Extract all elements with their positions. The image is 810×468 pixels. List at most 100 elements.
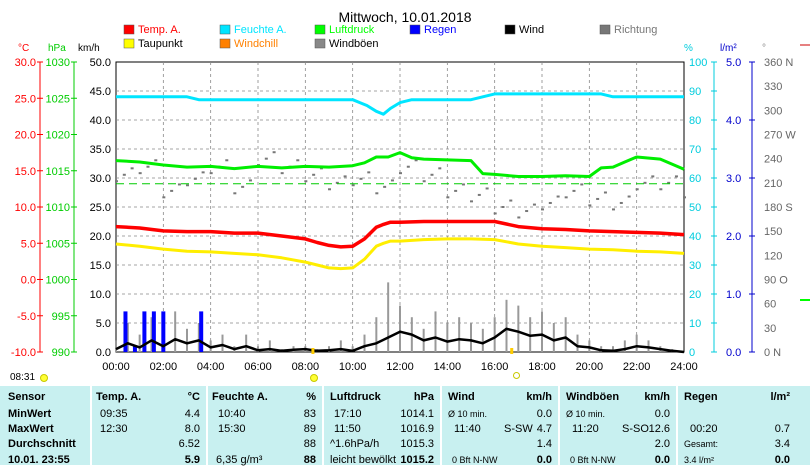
wind-tick-label: 35.0 [90, 144, 111, 156]
rain-max-val: 0.7 [774, 423, 790, 435]
sunrise-marker [311, 348, 315, 354]
pressure-tick-label: 1030 [46, 57, 70, 69]
hdr-temp: Temp. A. [96, 391, 142, 403]
humidity-tick-label: 80 [689, 115, 701, 127]
rain-total-label: Gesamt: [684, 439, 719, 449]
temp-tick-label: 25.0 [15, 93, 36, 105]
direction-tick-label: 120 [764, 250, 782, 262]
direction-tick-label: 240 [764, 154, 782, 166]
legend-swatch [219, 24, 231, 35]
wind-tick-label: 40.0 [90, 115, 111, 127]
direction-point [517, 216, 521, 219]
pressure-min-time: 17:10 [334, 408, 362, 420]
direction-point [572, 189, 576, 192]
rain-bar [161, 311, 166, 352]
pressure-tick-label: 1025 [46, 93, 70, 105]
wind-tick-label: 45.0 [90, 86, 111, 98]
col-rain: Regen l/m² 00:20 0.7 Gesamt: 3.4 3.4 l/m² 0.… [678, 386, 796, 466]
legend-swatch [314, 24, 326, 35]
direction-point [272, 151, 276, 154]
humidity-tick-label: 90 [689, 86, 701, 98]
legend-label: Richtung [614, 24, 657, 36]
chart-marks [115, 92, 686, 354]
legend-label: Windböen [329, 38, 379, 50]
legend-label: Regen [424, 24, 456, 36]
temp-avg: 6.52 [178, 438, 200, 450]
sun-marker-icon [40, 374, 48, 382]
direction-point [430, 173, 434, 176]
pressure-line [115, 151, 685, 178]
weather-chart: Mittwoch, 10.01.2018 Temp. A. Feuchte A. L… [11, 9, 810, 373]
temp-min-time: 09:35 [100, 408, 128, 420]
direction-tick-label: 0 N [764, 347, 781, 359]
direction-tick-label: 330 [764, 81, 782, 93]
wind-tick-label: 15.0 [90, 260, 111, 272]
legend-label: Feuchte A. [234, 24, 287, 36]
pressure-max-val: 1016.9 [400, 423, 434, 435]
gusts-min-label: Ø 10 min. [566, 409, 606, 419]
gusts-min-val: 0.0 [654, 408, 670, 420]
humidity-current: 88 [303, 454, 316, 466]
direction-point [588, 204, 592, 207]
direction-point [619, 201, 623, 204]
direction-point [580, 183, 584, 186]
direction-point [470, 200, 473, 203]
humidity-min-val: 83 [303, 408, 316, 420]
direction-tick-label: 30 [764, 323, 776, 335]
direction-point [304, 180, 308, 183]
rain-tick-label: 5.0 [726, 57, 741, 69]
x-tick-label: 08:00 [292, 361, 320, 373]
rain-tick-label: 0.0 [726, 347, 741, 359]
rain-tick-label: 2.0 [726, 231, 741, 243]
direction-point [406, 165, 410, 168]
direction-point [667, 181, 671, 184]
humidity-tick-label: 70 [689, 144, 701, 156]
rain-axis-unit: l/m² [720, 43, 737, 54]
x-tick-label: 22:00 [623, 361, 651, 373]
direction-point [115, 180, 118, 183]
x-tick-label: 06:00 [244, 361, 272, 373]
direction-tick-label: 60 [764, 299, 776, 311]
rain-total-extra: 3.4 l/m² [684, 455, 715, 465]
x-tick-label: 18:00 [528, 361, 556, 373]
hdr-sensor: Sensor [8, 391, 46, 403]
humidity-tick-label: 20 [689, 289, 701, 301]
direction-tick-label: 180 S [764, 202, 793, 214]
humidity-line [116, 92, 684, 116]
direction-point [193, 177, 197, 180]
col-sensor: Sensor MinWert MaxWert Durchschnitt 10.0… [0, 386, 90, 466]
hdr-pressure-unit: hPa [413, 391, 434, 403]
temp-tick-label: 30.0 [15, 57, 36, 69]
direction-point [501, 206, 505, 208]
temp-tick-label: 20.0 [15, 130, 36, 142]
rain-bar [123, 311, 128, 352]
wind-tick-label: 10.0 [90, 289, 111, 301]
status-time: 08:31 [10, 372, 36, 383]
direction-point [162, 196, 166, 199]
legend-label: Wind [519, 24, 544, 36]
x-tick-label: 10:00 [339, 361, 367, 373]
temp-max-time: 12:30 [100, 423, 128, 435]
legend-label: Taupunkt [138, 38, 183, 50]
direction-point [367, 171, 371, 174]
hdr-wind-unit: km/h [526, 391, 552, 403]
direction-tick-label: 150 [764, 226, 782, 238]
pressure-forecast: leicht bewölkt [330, 454, 397, 466]
pressure-tick-label: 995 [52, 311, 70, 323]
temp-tick-label: -5.0 [17, 311, 36, 323]
hdr-rain: Regen [684, 391, 718, 403]
hdr-gusts: Windböen [566, 391, 620, 403]
right-strip [796, 386, 810, 465]
direction-tick-label: 360 N [764, 57, 793, 69]
legend-swatch [123, 38, 135, 49]
temp-tick-label: 15.0 [15, 166, 36, 178]
rain-tick-label: 3.0 [726, 173, 741, 185]
rain-bar [151, 311, 156, 352]
direction-point [461, 183, 465, 186]
rain-tick-label: 1.0 [726, 289, 741, 301]
direction-point [177, 183, 181, 186]
col-humidity: Feuchte A.% 10:40 83 15:30 89 88 6,35 g/m³… [208, 386, 322, 466]
x-tick-label: 12:00 [386, 361, 414, 373]
direction-point [612, 208, 615, 211]
direction-point [241, 185, 245, 188]
